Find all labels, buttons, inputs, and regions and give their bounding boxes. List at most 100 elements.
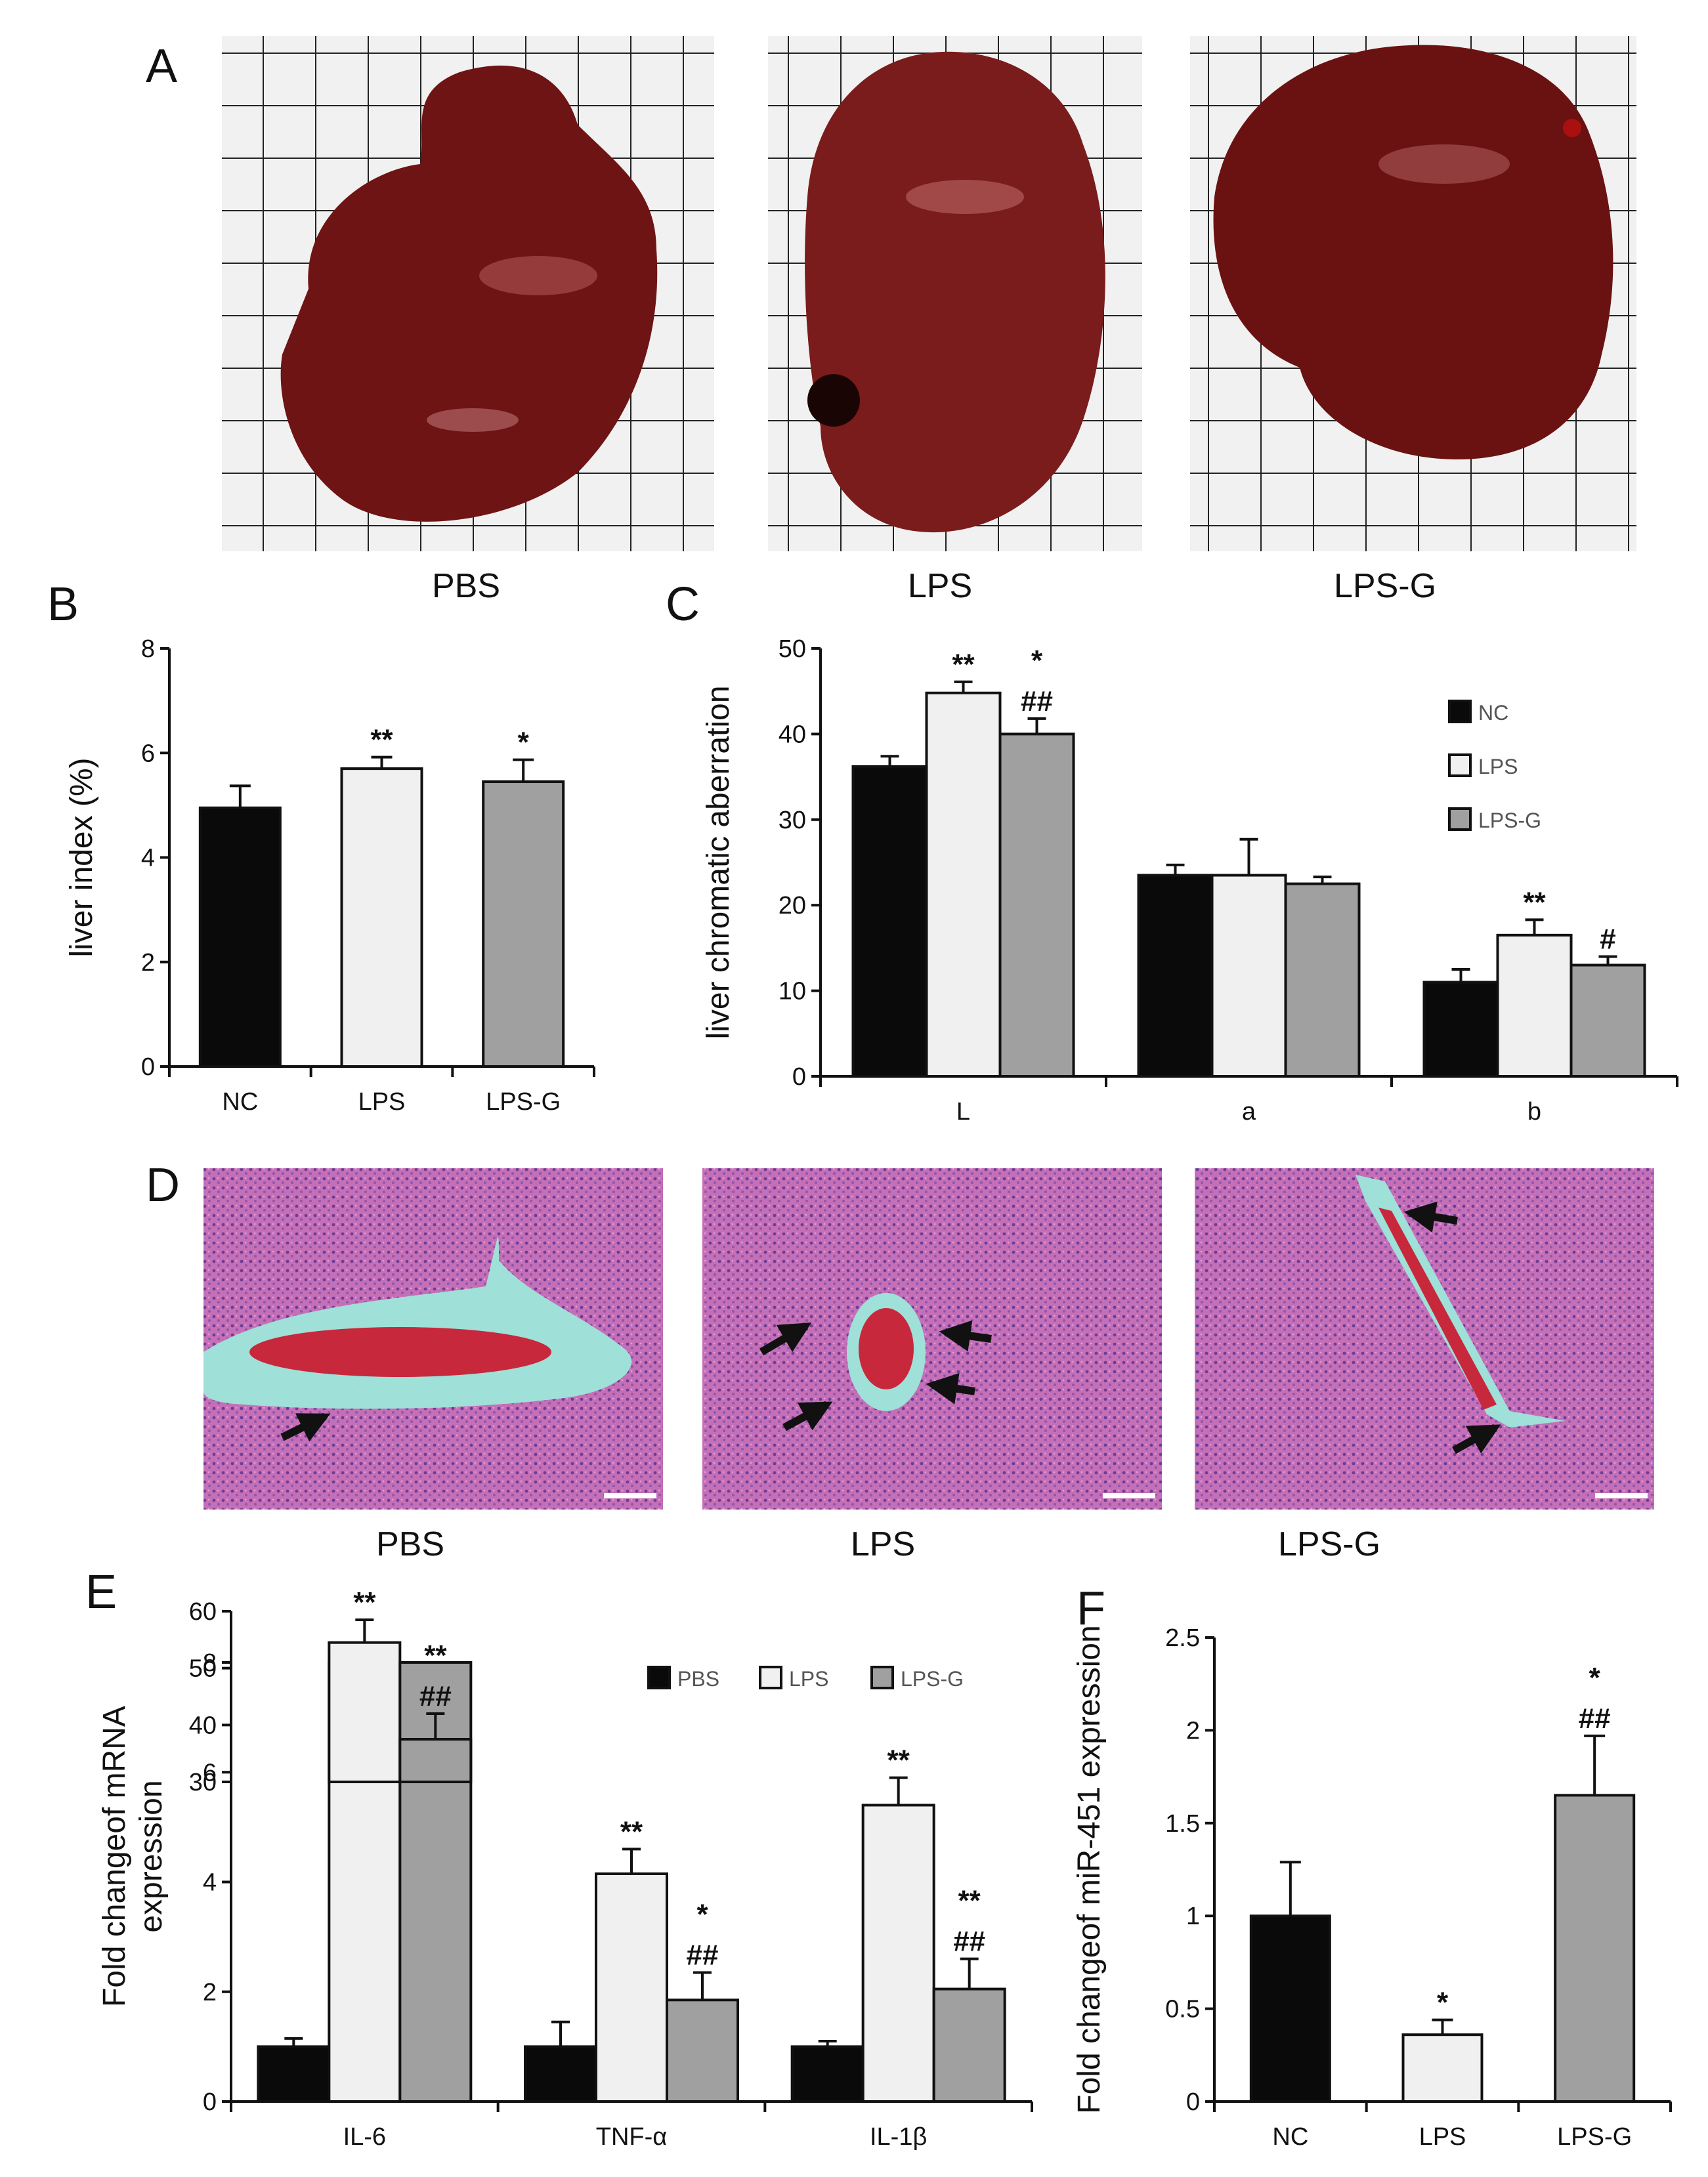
y-tick-label: 6 bbox=[203, 1759, 217, 1786]
y-axis-label: liver chromatic aberration bbox=[701, 686, 736, 1040]
legend-swatch bbox=[1448, 807, 1472, 831]
y-tick-label: 30 bbox=[189, 1769, 217, 1796]
y-tick-label: 6 bbox=[141, 740, 155, 767]
x-tick-label: IL-1β bbox=[870, 2123, 927, 2151]
bar bbox=[861, 1804, 935, 2103]
bar bbox=[1554, 1794, 1636, 2103]
significance-label: # bbox=[1600, 923, 1615, 955]
y-tick-label: 20 bbox=[779, 892, 806, 919]
significance-label: * bbox=[1031, 645, 1043, 677]
bar bbox=[482, 780, 565, 1068]
y-tick-label: 4 bbox=[141, 845, 155, 872]
y-tick-label: 2.5 bbox=[1165, 1624, 1200, 1652]
y-tick-label: 40 bbox=[189, 1712, 217, 1739]
significance-label: * bbox=[1437, 1987, 1449, 2019]
x-tick-label: LPS-G bbox=[1557, 2123, 1632, 2151]
bar bbox=[851, 765, 928, 1078]
x-tick-label: L bbox=[956, 1098, 970, 1126]
histology-label-pbs: PBS bbox=[376, 1525, 444, 1563]
y-tick-label: 4 bbox=[203, 1869, 217, 1897]
bar bbox=[1137, 874, 1214, 1078]
bar bbox=[666, 1998, 739, 2103]
bar bbox=[257, 2045, 331, 2103]
significance-label: ** bbox=[952, 648, 975, 681]
panel-letter-e: E bbox=[85, 1566, 117, 1618]
y-tick-label: 2 bbox=[141, 949, 155, 977]
bar bbox=[1284, 882, 1361, 1078]
bar bbox=[524, 2045, 597, 2103]
bar bbox=[1569, 963, 1646, 1078]
histology-pbs bbox=[203, 1168, 663, 1510]
y-axis-label: expression bbox=[134, 1780, 169, 1932]
x-tick-label: LPS-G bbox=[486, 1088, 561, 1116]
chart-mrna-expression: 0 2 4 6 8 30 40 50 60 ** ## ** IL-6 ** ## * TNF-α ** ## ** I… bbox=[97, 1586, 1033, 2151]
photo-lps-g bbox=[1190, 36, 1636, 551]
y-tick-label: 0 bbox=[792, 1063, 806, 1091]
panel-letter-a: A bbox=[146, 40, 177, 93]
bar bbox=[790, 2045, 865, 2103]
legend-swatch bbox=[1448, 753, 1472, 777]
legend-label: LPS-G bbox=[1478, 809, 1541, 832]
x-tick-label: a bbox=[1242, 1098, 1256, 1126]
y-axis-label: liver index (%) bbox=[64, 757, 99, 957]
bar bbox=[595, 1872, 668, 2103]
bar bbox=[340, 767, 423, 1068]
significance-label: * bbox=[696, 1898, 708, 1930]
y-tick-label: 40 bbox=[779, 721, 806, 748]
x-tick-label: LPS bbox=[358, 1088, 406, 1116]
panel-letter-c: C bbox=[666, 578, 700, 631]
y-tick-label: 0 bbox=[203, 2088, 217, 2116]
significance-label: ## bbox=[1021, 685, 1053, 717]
significance-label: ** bbox=[620, 1815, 643, 1848]
photo-label-pbs: PBS bbox=[432, 567, 500, 605]
panel-letter-b: B bbox=[47, 578, 79, 631]
significance-label: ## bbox=[419, 1680, 452, 1712]
legend-label: LPS bbox=[789, 1667, 828, 1691]
y-tick-label: 0 bbox=[141, 1053, 155, 1081]
bar bbox=[1249, 1914, 1331, 2103]
y-tick-label: 0.5 bbox=[1165, 1996, 1200, 2023]
bar bbox=[1496, 933, 1573, 1078]
bar bbox=[1210, 874, 1287, 1078]
y-tick-label: 8 bbox=[203, 1649, 217, 1677]
legend-swatch bbox=[870, 1666, 894, 1689]
bar bbox=[1401, 2033, 1484, 2103]
y-tick-label: 2 bbox=[1186, 1717, 1200, 1744]
y-tick-label: 30 bbox=[779, 807, 806, 834]
x-tick-label: NC bbox=[222, 1088, 258, 1116]
photo-label-lps-g: LPS-G bbox=[1334, 567, 1436, 605]
histology-lps bbox=[702, 1168, 1162, 1510]
photo-label-lps: LPS bbox=[908, 567, 972, 605]
bar-upper bbox=[328, 1641, 402, 1784]
chart-mir451-expression: 0 0.5 1 1.5 2 2.5 NC LPS * LPS-G ## * Fold changeof … bbox=[1072, 1624, 1672, 2151]
y-axis-label: Fold changeof mRNA bbox=[97, 1706, 132, 2007]
bar bbox=[998, 732, 1075, 1078]
bar-upper bbox=[398, 1738, 473, 1783]
x-tick-label: NC bbox=[1272, 2123, 1308, 2151]
x-tick-label: b bbox=[1527, 1098, 1541, 1126]
significance-label: ## bbox=[1579, 1702, 1611, 1735]
significance-label: ** bbox=[887, 1744, 910, 1777]
significance-label: ** bbox=[353, 1586, 376, 1618]
legend-swatch bbox=[759, 1666, 782, 1689]
significance-label: ## bbox=[687, 1939, 719, 1971]
y-tick-label: 2 bbox=[203, 1979, 217, 2006]
photo-pbs bbox=[222, 36, 714, 551]
bar bbox=[1422, 981, 1499, 1078]
significance-label: ** bbox=[1523, 886, 1546, 918]
y-tick-label: 60 bbox=[189, 1598, 217, 1626]
x-tick-label: TNF-α bbox=[596, 2123, 668, 2151]
bar bbox=[198, 806, 282, 1068]
bar bbox=[925, 691, 1002, 1078]
legend-label: NC bbox=[1478, 701, 1508, 725]
y-axis-label: Fold changeof miR-451 expression bbox=[1072, 1625, 1107, 2113]
x-tick-label: LPS bbox=[1419, 2123, 1466, 2151]
x-tick-label: IL-6 bbox=[343, 2123, 386, 2151]
photo-lps bbox=[768, 36, 1142, 551]
histology-label-lps: LPS bbox=[851, 1525, 915, 1563]
legend-swatch bbox=[647, 1666, 671, 1689]
legend-label: LPS bbox=[1478, 755, 1518, 778]
significance-label: ** bbox=[958, 1885, 981, 1917]
y-tick-label: 8 bbox=[141, 635, 155, 663]
